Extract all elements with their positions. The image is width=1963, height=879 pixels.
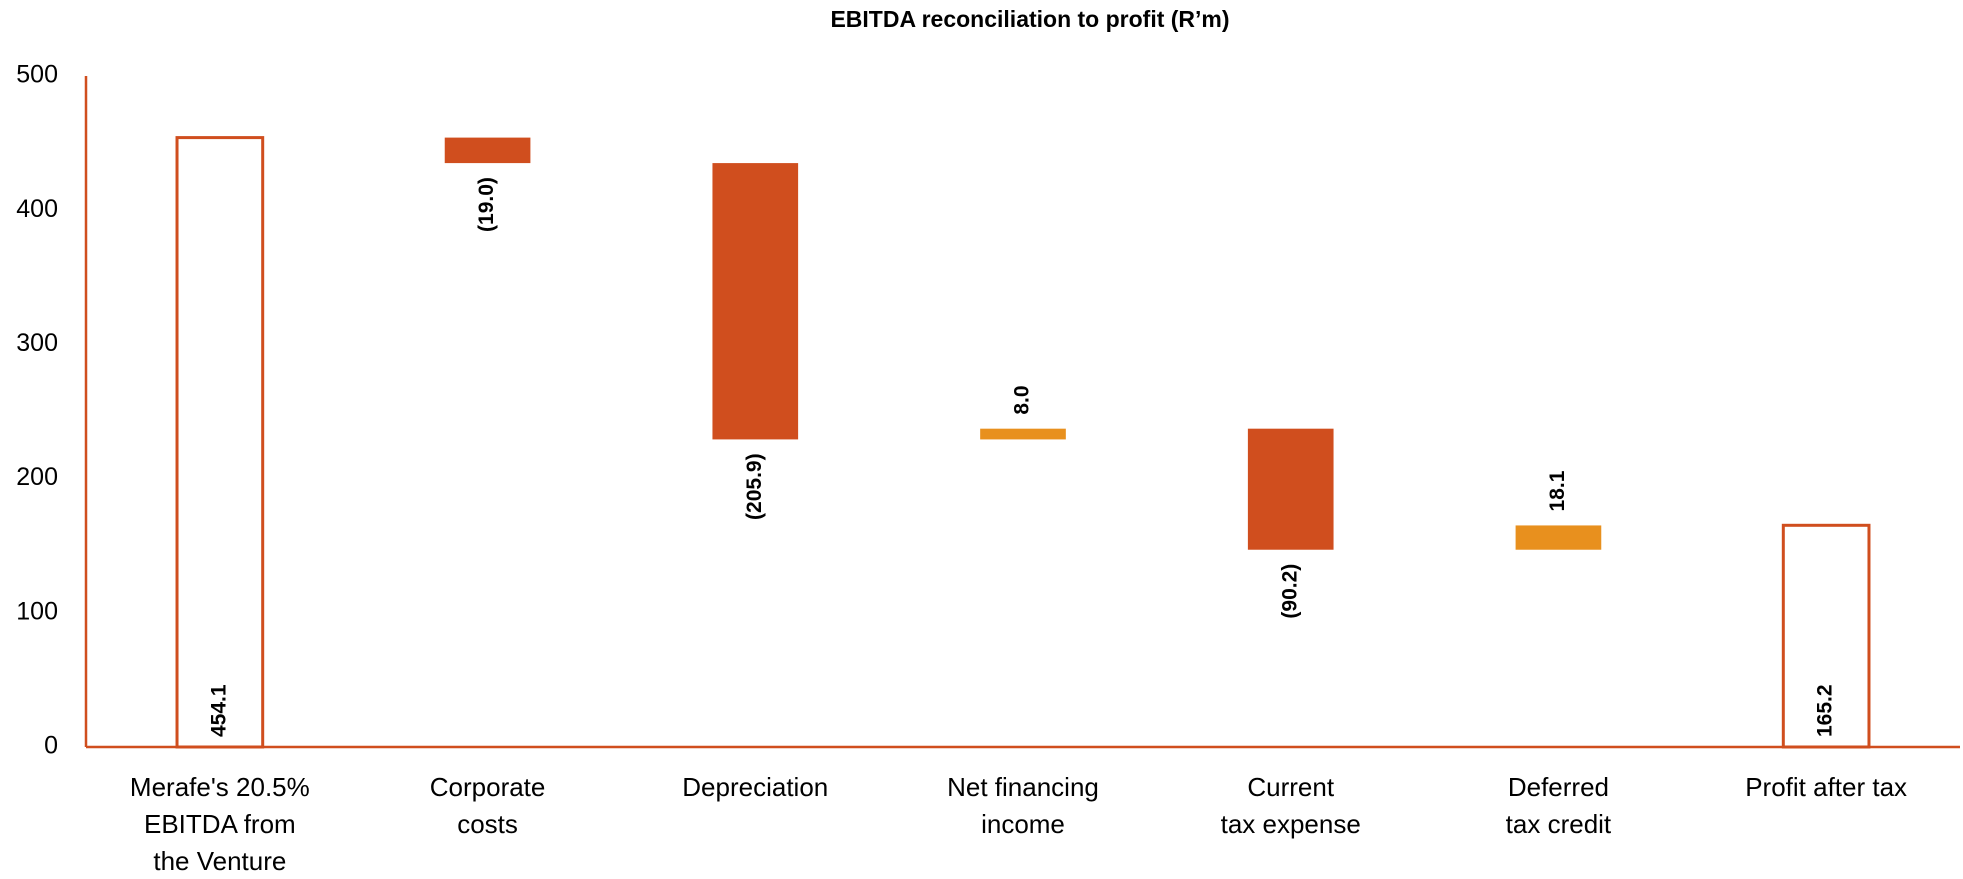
x-tick-label: Corporate costs bbox=[430, 772, 546, 839]
y-tick-label: 100 bbox=[16, 597, 58, 625]
data-label: 165.2 bbox=[1814, 684, 1837, 737]
x-tick-label: Net financing income bbox=[947, 772, 1099, 839]
bar bbox=[1515, 525, 1602, 550]
x-tick-label: Current tax expense bbox=[1221, 772, 1361, 839]
bar bbox=[175, 136, 265, 749]
bar bbox=[712, 163, 799, 440]
chart-title: EBITDA reconciliation to profit (R’m) bbox=[830, 6, 1229, 32]
y-tick-label: 300 bbox=[16, 329, 58, 357]
y-tick-label: 200 bbox=[16, 463, 58, 491]
data-label: (19.0) bbox=[475, 177, 498, 232]
bar bbox=[980, 428, 1066, 440]
data-label: (205.9) bbox=[743, 453, 766, 520]
data-label: 8.0 bbox=[1011, 385, 1034, 414]
x-tick-label: Depreciation bbox=[682, 772, 828, 802]
x-tick-label: Merafe's 20.5% EBITDA from the Venture bbox=[130, 772, 310, 876]
data-label: 454.1 bbox=[207, 684, 230, 737]
data-label: 18.1 bbox=[1546, 470, 1569, 511]
bar bbox=[444, 137, 531, 164]
x-tick-label: Deferred tax credit bbox=[1506, 772, 1612, 839]
y-tick-label: 0 bbox=[44, 732, 58, 760]
x-tick-label: Profit after tax bbox=[1745, 772, 1907, 802]
y-tick-label: 500 bbox=[16, 61, 58, 89]
data-label: (90.2) bbox=[1278, 564, 1301, 619]
y-tick-label: 400 bbox=[16, 195, 58, 223]
bar bbox=[1247, 428, 1334, 550]
